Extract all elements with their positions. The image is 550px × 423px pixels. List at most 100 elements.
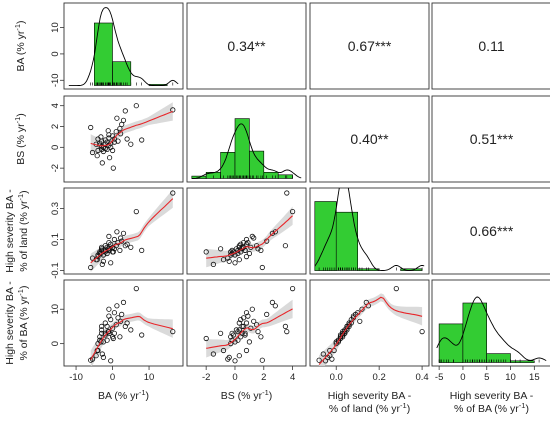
- scatter-point: [100, 258, 107, 264]
- panel-frame: [309, 95, 430, 183]
- panel-frame: [63, 279, 184, 367]
- scatter-point: [95, 147, 101, 154]
- x-axis-label: High severity BA -: [450, 390, 534, 402]
- y-tick-label: 4: [50, 103, 61, 108]
- scatter-point: [111, 139, 118, 145]
- scatter-point: [107, 155, 113, 161]
- histogram-bar: [510, 360, 535, 363]
- scatter-point: [106, 233, 112, 239]
- scatter-point: [99, 351, 105, 357]
- density-curve: [314, 188, 425, 271]
- y-tick-label: 0: [50, 341, 61, 346]
- scatter-point: [105, 128, 111, 134]
- scatter-point: [235, 337, 241, 343]
- scatter-point: [272, 229, 278, 235]
- panel-frame: [309, 187, 430, 275]
- scatter-point: [120, 230, 127, 236]
- scatter-point: [230, 249, 237, 255]
- scatter-point: [249, 306, 255, 312]
- scatter-point: [108, 316, 114, 323]
- scatter-point: [99, 323, 105, 329]
- scatter-point: [122, 108, 128, 114]
- scatter-point: [114, 303, 120, 309]
- smooth-line: [90, 110, 173, 147]
- x-tick-label: -5: [435, 372, 443, 383]
- scatter-point: [238, 241, 244, 247]
- scatter-point: [108, 140, 114, 146]
- x-tick-label: 4: [290, 372, 295, 383]
- scatter-point: [108, 260, 114, 266]
- scatter-point: [120, 299, 127, 305]
- correlation-label: 0.67***: [348, 38, 392, 54]
- scatter-point: [98, 250, 104, 257]
- smooth-line: [206, 215, 293, 259]
- scatter-point: [124, 241, 130, 247]
- y-axis-label: BA (% yr-1): [13, 20, 28, 71]
- scatter-point: [99, 261, 105, 267]
- y-axis-label: BS (% yr-1): [13, 113, 28, 165]
- scatter-point: [107, 246, 113, 252]
- correlation-label: 0.11: [478, 38, 504, 54]
- scatter-point: [243, 310, 250, 316]
- y-tick-label: 0: [50, 51, 61, 56]
- confidence-band: [206, 206, 293, 268]
- panel-frame: [63, 95, 184, 183]
- scatter-point: [110, 165, 116, 171]
- scatter-point: [359, 306, 365, 312]
- scatter-point: [284, 190, 290, 196]
- scatter-point: [117, 334, 123, 340]
- scatter-point: [269, 230, 275, 236]
- panel-frame: [186, 95, 307, 183]
- x-axis-label-line2: % of land (% yr-1): [329, 401, 410, 416]
- scatter-point: [104, 323, 110, 329]
- scatter-point: [322, 358, 329, 364]
- scatter-point: [246, 339, 252, 345]
- scatter-point: [232, 260, 238, 266]
- scatter-point: [170, 190, 176, 196]
- x-axis-label: BA (% yr-1): [98, 388, 149, 403]
- scatter-point: [251, 235, 257, 241]
- scatter-point: [218, 330, 224, 336]
- scatter-point: [93, 353, 99, 359]
- x-tick-label: 0: [232, 372, 237, 383]
- confidence-band: [90, 312, 173, 366]
- scatter-point: [111, 310, 118, 316]
- panel-frame: [309, 279, 430, 367]
- scatter-point: [88, 264, 94, 271]
- scatter-point: [114, 229, 120, 235]
- scatter-point: [118, 235, 124, 241]
- scatter-point: [124, 136, 130, 142]
- scatter-point: [170, 107, 176, 113]
- scatter-point: [108, 358, 114, 364]
- scatter-point: [320, 351, 326, 357]
- scatter-point: [119, 121, 125, 128]
- y-axis-label-line2: % of BA (% yr-1): [16, 286, 31, 361]
- panel-frame: [309, 2, 430, 90]
- scatter-point: [342, 328, 348, 335]
- scatter-point: [133, 103, 139, 109]
- scatter-point: [289, 285, 296, 292]
- y-tick-label: 10: [50, 22, 61, 33]
- scatter-point: [88, 357, 94, 363]
- scatter-point: [255, 328, 261, 335]
- x-axis-label: High severity BA -: [328, 390, 412, 402]
- scatter-point: [255, 246, 261, 252]
- smooth-line: [90, 198, 174, 264]
- scatter-point: [242, 332, 248, 338]
- scatter-point: [210, 351, 216, 357]
- scatter-point: [88, 124, 94, 131]
- x-tick-label: -2: [202, 372, 210, 383]
- scatter-point: [111, 236, 118, 243]
- x-axis-label-line2: % of BA (% yr-1): [454, 401, 529, 416]
- scatter-point: [98, 339, 104, 345]
- scatter-point: [115, 138, 121, 144]
- scatter-point: [128, 244, 134, 250]
- scatter-point: [269, 299, 275, 305]
- scatter-point: [243, 254, 250, 260]
- scatter-point: [233, 327, 239, 333]
- scatter-point: [110, 325, 116, 331]
- scatter-point: [94, 153, 100, 159]
- scatter-point: [239, 246, 245, 252]
- y-axis-label: High severity BA -: [4, 189, 16, 273]
- scatter-point: [245, 313, 251, 319]
